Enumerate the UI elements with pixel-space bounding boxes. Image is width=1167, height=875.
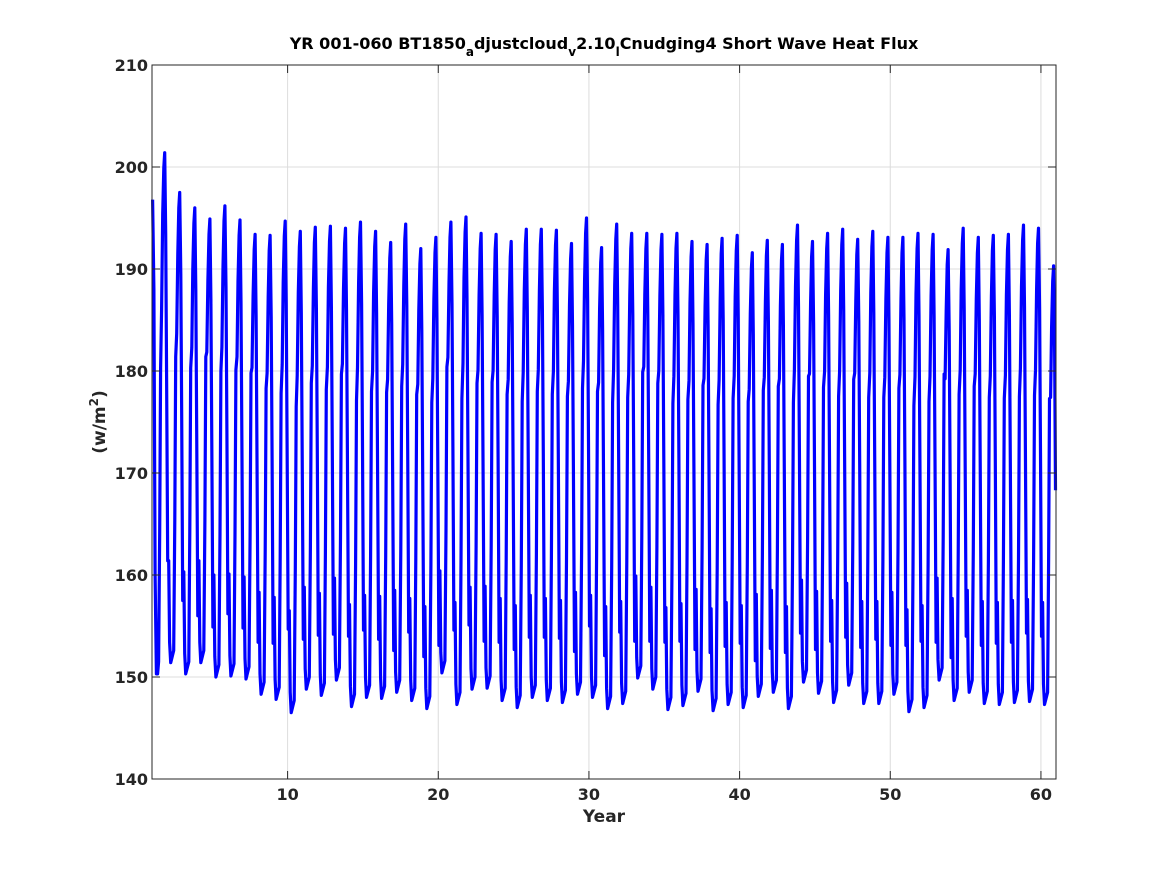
y-tick-label: 170 bbox=[115, 464, 148, 483]
y-tick-label: 150 bbox=[115, 668, 148, 687]
x-axis-label: Year bbox=[582, 807, 626, 827]
y-tick-label: 180 bbox=[115, 362, 148, 381]
axis-ticks: 10 20 30 40 50 60 140 150 160 170 180 190 200 210 bbox=[115, 56, 1056, 804]
x-tick-label: 40 bbox=[728, 785, 750, 804]
data-series-line bbox=[151, 151, 1058, 715]
plot-frame bbox=[151, 64, 1057, 780]
x-tick-label: 60 bbox=[1030, 785, 1052, 804]
chart-title: YR 001-060 BT1850adjustcloudv2.10lCnudgi… bbox=[289, 34, 919, 59]
x-tick-label: 10 bbox=[276, 785, 298, 804]
y-tick-label: 200 bbox=[115, 158, 148, 177]
x-tick-label: 30 bbox=[578, 785, 600, 804]
y-tick-label: 190 bbox=[115, 260, 148, 279]
series-line-shortwave bbox=[151, 151, 1058, 715]
y-tick-label: 160 bbox=[115, 566, 148, 585]
y-axis-label: (w/m2) bbox=[87, 390, 110, 454]
y-tick-label: 210 bbox=[115, 56, 148, 75]
x-tick-label: 20 bbox=[427, 785, 449, 804]
y-tick-label: 140 bbox=[115, 770, 148, 789]
x-tick-label: 50 bbox=[879, 785, 901, 804]
